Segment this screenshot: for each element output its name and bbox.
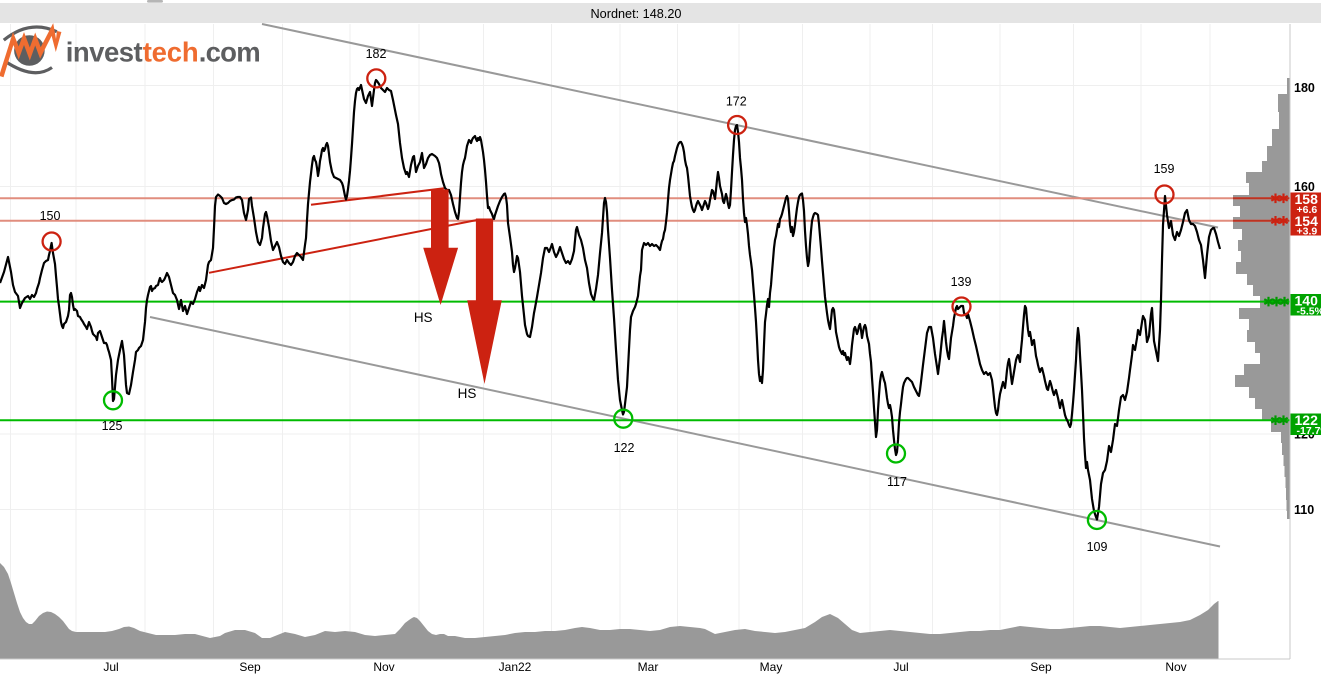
svg-text:Mar: Mar — [638, 660, 659, 674]
svg-text:139: 139 — [951, 275, 972, 289]
svg-text:-5.5%: -5.5% — [1297, 306, 1321, 318]
svg-text:Sep: Sep — [1030, 660, 1052, 674]
svg-text:HS: HS — [414, 310, 433, 325]
svg-text:-17.7%: -17.7% — [1297, 425, 1321, 437]
svg-text:+6.6: +6.6 — [1297, 204, 1318, 216]
svg-text:182: 182 — [366, 47, 387, 61]
svg-text:.com: .com — [199, 37, 261, 68]
svg-text:Jan22: Jan22 — [499, 660, 532, 674]
svg-text:Sep: Sep — [239, 660, 261, 674]
svg-text:158: 158 — [1295, 191, 1319, 207]
svg-text:109: 109 — [1087, 540, 1108, 554]
svg-text:154: 154 — [1295, 213, 1319, 229]
svg-text:Nov: Nov — [1165, 660, 1186, 674]
svg-text:159: 159 — [1154, 162, 1175, 176]
svg-text:+3.9: +3.9 — [1297, 226, 1318, 238]
svg-text:172: 172 — [726, 95, 747, 109]
svg-text:Jul: Jul — [103, 660, 118, 674]
svg-text:tech: tech — [143, 37, 199, 68]
svg-text:Nordnet: 148.20: Nordnet: 148.20 — [591, 7, 682, 21]
svg-text:122: 122 — [614, 441, 635, 455]
svg-text:HS: HS — [458, 386, 477, 401]
svg-text:150: 150 — [40, 209, 61, 223]
svg-text:110: 110 — [1294, 503, 1314, 517]
svg-text:invest: invest — [66, 37, 143, 68]
svg-text:117: 117 — [887, 475, 907, 489]
svg-text:Nov: Nov — [373, 660, 394, 674]
svg-text:160: 160 — [1294, 180, 1315, 194]
svg-text:125: 125 — [102, 419, 123, 433]
svg-text:122: 122 — [1295, 412, 1319, 428]
svg-text:May: May — [760, 660, 783, 674]
svg-text:Jul: Jul — [893, 660, 908, 674]
svg-text:180: 180 — [1294, 81, 1315, 95]
svg-text:140: 140 — [1295, 293, 1319, 309]
